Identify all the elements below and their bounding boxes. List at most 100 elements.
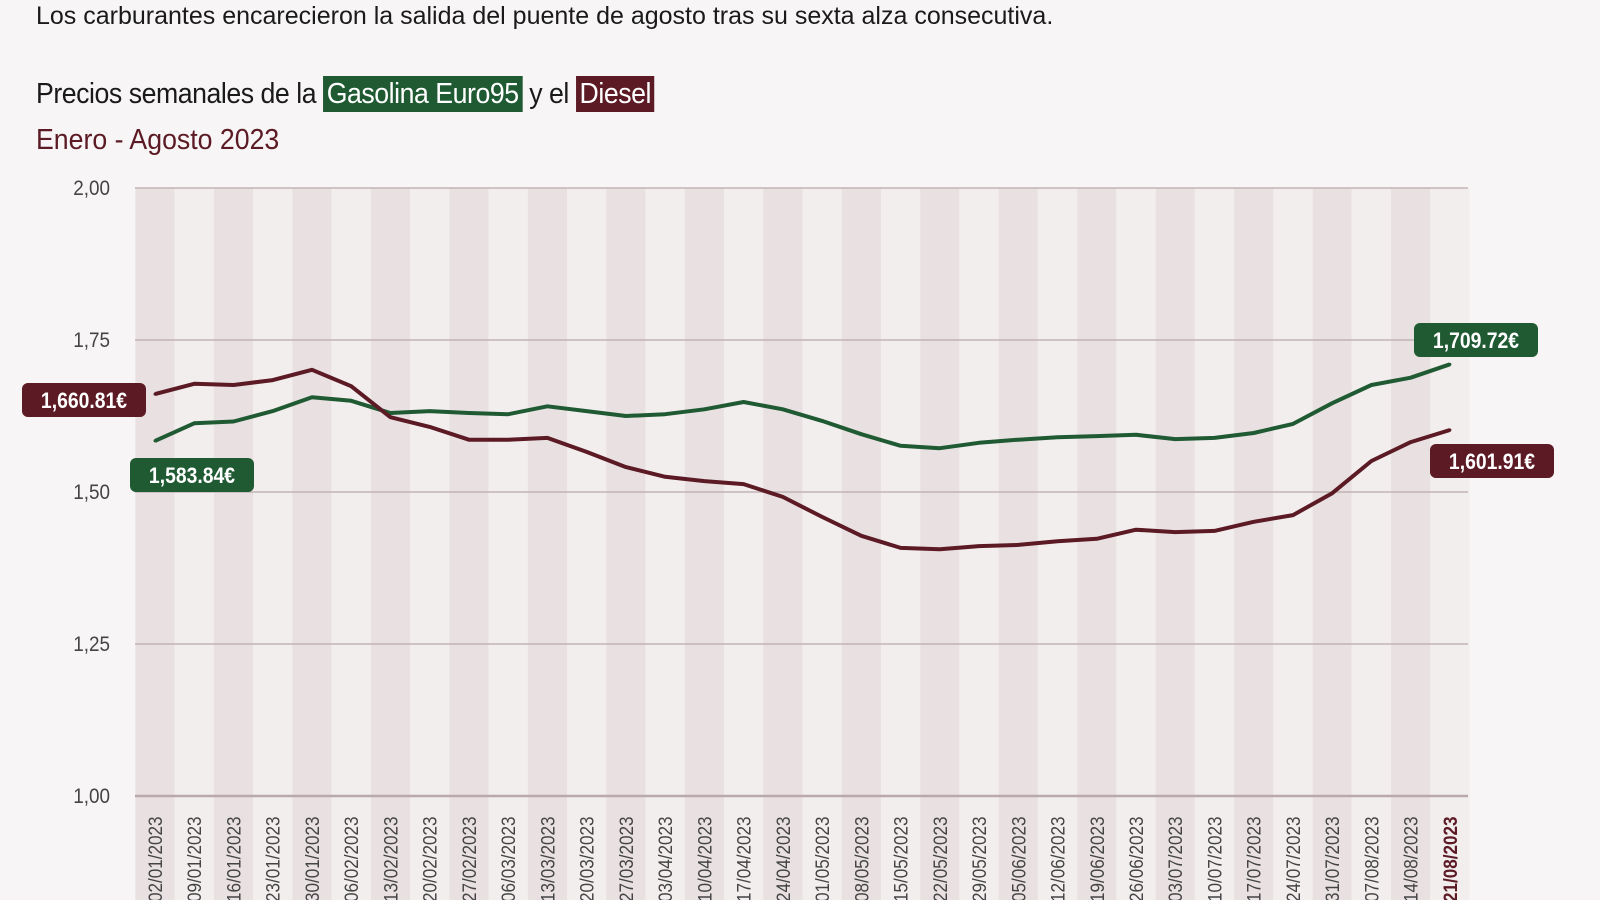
data-point <box>271 378 275 382</box>
y-tick-label: 1,75 <box>73 329 110 352</box>
x-tick-label: 03/04/2023 <box>655 816 676 900</box>
data-point <box>1330 401 1334 405</box>
title-prefix: Precios semanales de la <box>36 78 317 110</box>
data-point <box>1134 433 1138 437</box>
data-point <box>388 415 392 419</box>
data-point <box>663 475 667 479</box>
value-label: 1,660.81€ <box>41 389 128 413</box>
data-point <box>1016 438 1020 442</box>
data-point <box>899 444 903 448</box>
data-point <box>1173 530 1177 534</box>
column-band <box>1116 188 1156 900</box>
x-tick-label: 26/06/2023 <box>1126 816 1147 900</box>
data-point <box>1409 440 1413 444</box>
x-tick-label: 08/05/2023 <box>852 816 873 900</box>
data-point <box>506 412 510 416</box>
column-band <box>213 188 254 900</box>
data-point <box>1291 513 1295 517</box>
column-band <box>567 188 607 900</box>
column-band <box>253 188 293 900</box>
data-point <box>428 409 432 413</box>
x-tick-label: 22/05/2023 <box>930 816 951 900</box>
data-point <box>1134 528 1138 532</box>
data-point <box>349 399 353 403</box>
data-point <box>192 421 196 425</box>
column-band <box>1077 188 1117 900</box>
data-point <box>467 438 471 442</box>
column-band <box>723 188 764 900</box>
x-tick-label: 24/04/2023 <box>773 816 794 900</box>
data-point <box>977 441 981 445</box>
data-point <box>1409 376 1413 380</box>
data-point <box>624 465 628 469</box>
title-middle: y el <box>529 78 569 110</box>
value-label: 1,601.91€ <box>1449 450 1536 474</box>
x-tick-label: 02/01/2023 <box>145 816 166 900</box>
column-band <box>174 188 214 900</box>
data-point <box>506 438 510 442</box>
data-point <box>1369 383 1373 387</box>
x-tick-label: 31/07/2023 <box>1322 816 1343 900</box>
x-tick-label: 20/02/2023 <box>420 816 441 900</box>
data-point <box>1291 422 1295 426</box>
data-point <box>1095 434 1099 438</box>
chart-title: Precios semanales de la Gasolina Euro95 … <box>36 76 655 112</box>
x-tick-label: 10/04/2023 <box>695 816 716 900</box>
data-point <box>663 412 667 416</box>
data-point <box>585 450 589 454</box>
column-band <box>449 188 489 900</box>
data-point <box>153 439 157 443</box>
data-point <box>192 382 196 386</box>
value-label-box <box>22 383 146 417</box>
data-point <box>899 546 903 550</box>
column-band <box>1430 188 1470 900</box>
x-tick-label: 14/08/2023 <box>1401 816 1422 900</box>
column-band <box>1194 188 1235 900</box>
x-tick-label: 23/01/2023 <box>263 816 284 900</box>
value-label: 1,583.84€ <box>149 464 236 488</box>
data-point <box>1212 529 1216 533</box>
column-band <box>802 188 842 900</box>
x-tick-label: 15/05/2023 <box>891 816 912 900</box>
data-point <box>388 411 392 415</box>
data-point <box>231 419 235 423</box>
data-point <box>820 419 824 423</box>
chart-subtitle: Enero - Agosto 2023 <box>36 124 280 156</box>
data-point <box>428 425 432 429</box>
x-tick-label: 29/05/2023 <box>969 816 990 900</box>
data-point <box>624 414 628 418</box>
headline: Los carburantes encarecieron la salida d… <box>36 2 1054 30</box>
y-tick-label: 1,25 <box>73 633 110 656</box>
column-band <box>1234 188 1274 900</box>
x-tick-label: 19/06/2023 <box>1087 816 1108 900</box>
data-point <box>702 407 706 411</box>
column-band <box>684 188 724 900</box>
x-tick-label: 05/06/2023 <box>1008 816 1029 900</box>
data-point <box>1212 436 1216 440</box>
column-band <box>292 188 332 900</box>
data-point <box>1095 537 1099 541</box>
column-band <box>370 188 411 900</box>
x-tick-label: 07/08/2023 <box>1362 816 1383 900</box>
y-tick-label: 2,00 <box>73 177 110 200</box>
data-point <box>1056 435 1060 439</box>
column-band <box>135 188 175 900</box>
data-point <box>310 395 314 399</box>
data-point <box>153 392 157 396</box>
column-band <box>763 188 803 900</box>
x-tick-label: 12/06/2023 <box>1048 816 1069 900</box>
data-point <box>1448 362 1452 366</box>
column-band <box>841 188 881 900</box>
data-point <box>702 479 706 483</box>
column-band <box>331 188 371 900</box>
column-band <box>1273 188 1313 900</box>
column-band <box>410 188 450 900</box>
data-point <box>310 368 314 372</box>
legend-gasoline: Gasolina Euro95 <box>323 76 523 112</box>
column-band <box>1391 188 1431 900</box>
x-tick-label: 03/07/2023 <box>1165 816 1186 900</box>
x-tick-label: 16/01/2023 <box>224 816 245 900</box>
legend-diesel: Diesel <box>575 76 655 112</box>
data-point <box>231 383 235 387</box>
data-point <box>1330 491 1334 495</box>
